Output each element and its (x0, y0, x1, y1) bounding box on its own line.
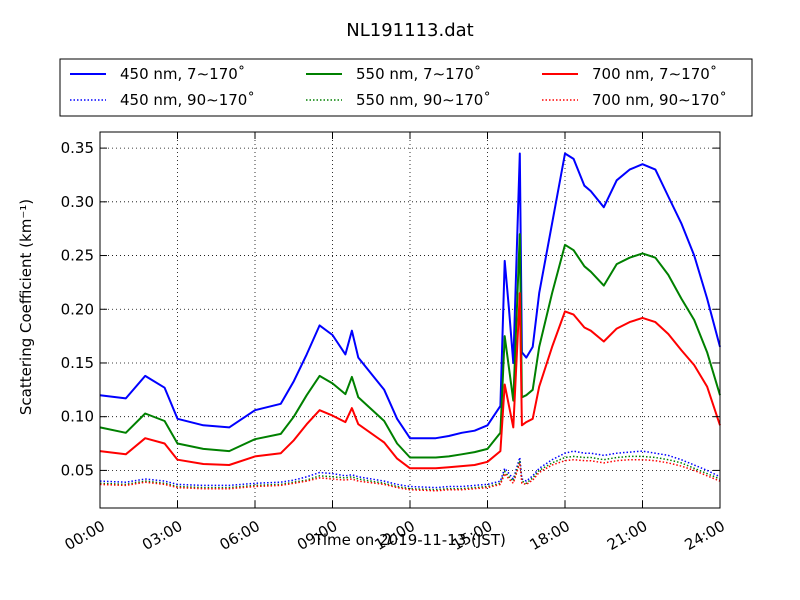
y-tick-label: 0.20 (61, 300, 94, 318)
y-tick-label: 0.35 (61, 139, 94, 157)
legend-label: 700 nm, 7∼170˚ (592, 65, 717, 83)
series-line-5 (99, 455, 721, 491)
legend-label: 700 nm, 90∼170˚ (592, 91, 727, 109)
legend-box (59, 58, 753, 117)
x-tick-label: 00:00 (62, 517, 108, 554)
series-line-2 (99, 233, 721, 459)
legend-label: 450 nm, 7∼170˚ (120, 65, 245, 83)
x-axis-label: Time on 2019-11-13 (JST) (313, 531, 506, 549)
x-tick-label: 03:00 (139, 517, 185, 554)
x-tick-label: 21:00 (604, 517, 650, 554)
legend-label: 550 nm, 7∼170˚ (356, 65, 481, 83)
y-axis-label: Scattering Coefficient (km⁻¹) (17, 199, 35, 415)
legend-label: 550 nm, 90∼170˚ (356, 91, 491, 109)
y-tick-label: 0.30 (61, 193, 94, 211)
x-tick-label: 18:00 (527, 517, 573, 554)
plot-area: 0.05 0.10 0.15 0.20 0.25 0.30 0.35 00:00 03:00 06… (61, 131, 728, 554)
y-tick-label: 0.10 (61, 408, 94, 426)
series-line-3 (99, 292, 721, 470)
y-tick-label: 0.25 (61, 247, 94, 265)
series-line-1 (99, 152, 721, 440)
y-tick-label: 0.15 (61, 354, 94, 372)
series-group (99, 152, 721, 492)
legend: 450 nm, 7∼170˚ 550 nm, 7∼170˚ 700 nm, 7∼17… (59, 58, 753, 117)
x-tick-label: 06:00 (217, 517, 263, 554)
y-tick-label: 0.05 (61, 461, 94, 479)
chart-title: NL191113.dat (346, 20, 473, 41)
x-tick-label: 24:00 (682, 517, 728, 554)
legend-label: 450 nm, 90∼170˚ (120, 91, 255, 109)
